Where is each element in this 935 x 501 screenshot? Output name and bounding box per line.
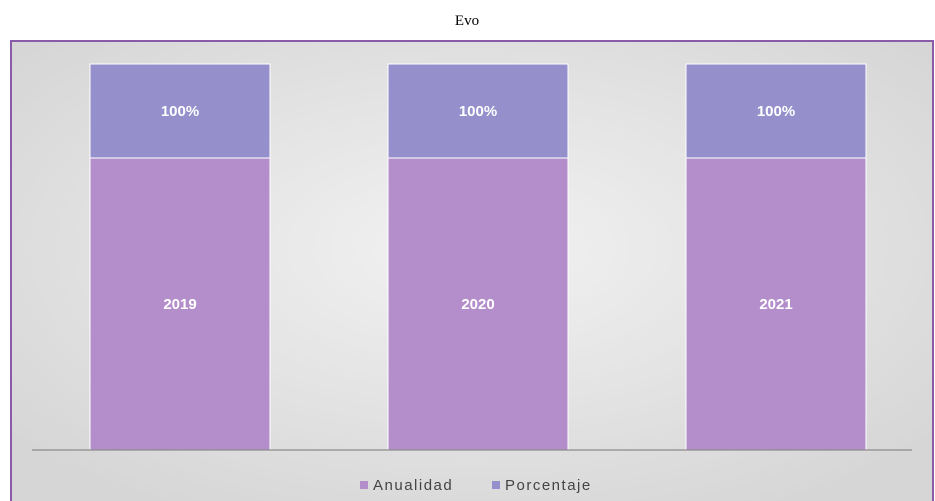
legend: Anualidad Porcentaje <box>360 477 592 494</box>
legend-swatch <box>492 481 500 489</box>
segment-label: 2020 <box>461 296 494 313</box>
segment-label: 2021 <box>759 296 792 313</box>
bar-segment-bottom <box>89 157 271 451</box>
legend-label: Porcentaje <box>505 477 592 494</box>
bar-segment-bottom <box>387 157 569 451</box>
bar-segment-top <box>89 63 271 159</box>
legend-swatch <box>360 481 368 489</box>
bar-segment-bottom <box>685 157 867 451</box>
segment-label: 100% <box>757 103 795 120</box>
columns: 100% 2019 100% 2020 100% 2021 <box>89 63 867 451</box>
segment-label: 100% <box>161 103 199 120</box>
bar-segment-top <box>685 63 867 159</box>
legend-label: Anualidad <box>373 477 453 494</box>
chart-title: Evo <box>455 13 479 29</box>
segment-label: 2019 <box>163 296 196 313</box>
segment-label: 100% <box>459 103 497 120</box>
bar-segment-top <box>387 63 569 159</box>
